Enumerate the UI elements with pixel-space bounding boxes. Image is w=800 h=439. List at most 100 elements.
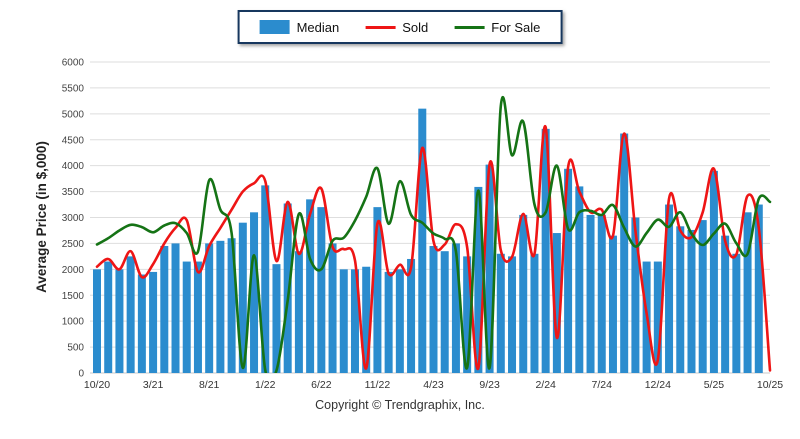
- median-bar: [362, 266, 371, 373]
- median-bar: [149, 271, 158, 373]
- median-bar: [530, 253, 539, 373]
- median-swatch-icon: [259, 20, 290, 34]
- median-bar: [238, 222, 247, 373]
- median-bar: [665, 204, 674, 373]
- median-bars: [93, 108, 763, 373]
- x-tick-label: 1/22: [255, 379, 276, 391]
- median-bar: [463, 256, 472, 373]
- median-bar: [205, 243, 214, 373]
- median-bar: [227, 238, 236, 373]
- y-tick-label: 1500: [62, 291, 85, 302]
- median-bar: [193, 261, 202, 373]
- median-bar: [115, 269, 124, 373]
- legend-label-for-sale: For Sale: [491, 19, 541, 35]
- median-bar: [216, 240, 225, 373]
- legend-label-sold: Sold: [402, 19, 429, 35]
- median-bar: [485, 164, 494, 373]
- trend-lines: [95, 95, 772, 373]
- median-bar: [306, 199, 315, 373]
- y-tick-label: 0: [78, 369, 84, 380]
- sold-line: [95, 125, 772, 372]
- x-tick-label: 8/21: [199, 379, 220, 391]
- y-tick-label: 2500: [62, 239, 85, 250]
- y-axis-tick-labels: 0 500 1000 1500 2000 2500 3000 3500 4000 4500 5000…: [62, 58, 85, 380]
- median-bar: [339, 269, 348, 373]
- median-bar: [597, 214, 606, 373]
- median-bar: [508, 256, 517, 373]
- y-axis-title: Average Price (in $,000): [34, 141, 49, 293]
- median-bar: [171, 243, 180, 373]
- chart-legend: Median Sold For Sale: [237, 10, 563, 44]
- x-tick-label: 12/24: [645, 379, 671, 391]
- median-bar: [418, 108, 427, 373]
- median-bar: [698, 220, 707, 373]
- median-bar: [350, 269, 359, 373]
- median-bar: [294, 251, 303, 373]
- median-bar: [250, 212, 259, 373]
- median-bar: [754, 204, 763, 373]
- median-bar: [732, 253, 741, 373]
- median-bar: [743, 212, 752, 373]
- x-axis-tick-labels: 10/20 3/21 8/21 1/22 6/22 11/22 4/23 9/23 2/24 7/…: [84, 379, 783, 391]
- y-tick-label: 4500: [62, 135, 85, 146]
- y-tick-label: 1000: [62, 317, 85, 328]
- median-bar: [709, 170, 718, 373]
- sold-line-icon: [365, 25, 396, 29]
- median-bar: [631, 217, 640, 373]
- median-bar: [474, 186, 483, 373]
- median-bar: [552, 233, 561, 373]
- median-bar: [272, 264, 281, 373]
- median-bar: [328, 243, 337, 373]
- x-tick-label: 4/23: [423, 379, 444, 391]
- for-sale-line: [95, 95, 772, 373]
- x-tick-label: 10/25: [757, 379, 783, 391]
- x-tick-label: 10/20: [84, 379, 110, 391]
- legend-item-median[interactable]: Median: [259, 19, 340, 35]
- median-bar: [261, 185, 270, 373]
- median-bar: [160, 246, 169, 373]
- median-bar: [620, 133, 629, 373]
- median-bar: [429, 246, 438, 373]
- median-bar: [586, 214, 595, 373]
- y-tick-label: 2000: [62, 265, 85, 276]
- median-bar: [653, 261, 662, 373]
- for-sale-line-icon: [454, 25, 485, 29]
- median-bar: [575, 186, 584, 373]
- y-tick-label: 5500: [62, 83, 85, 94]
- median-bar: [496, 253, 505, 373]
- median-bar: [440, 251, 449, 373]
- y-tick-label: 4000: [62, 161, 85, 172]
- median-bar: [608, 235, 617, 373]
- y-tick-label: 3500: [62, 187, 85, 198]
- median-bar: [721, 235, 730, 373]
- copyright-text: Copyright © Trendgraphix, Inc.: [315, 398, 485, 412]
- y-tick-label: 500: [67, 343, 84, 354]
- median-bar: [541, 128, 550, 373]
- legend-item-for-sale[interactable]: For Sale: [454, 20, 540, 35]
- y-tick-label: 6000: [62, 58, 85, 69]
- median-bar: [384, 271, 393, 373]
- median-bar: [451, 243, 460, 373]
- median-bar: [373, 207, 382, 373]
- median-bar: [182, 261, 191, 373]
- median-bar: [407, 258, 416, 373]
- y-tick-label: 3000: [62, 213, 85, 224]
- median-bar: [317, 207, 326, 373]
- x-tick-label: 5/25: [704, 379, 725, 391]
- x-tick-label: 2/24: [535, 379, 556, 391]
- x-tick-label: 9/23: [479, 379, 500, 391]
- legend-item-sold[interactable]: Sold: [365, 20, 428, 35]
- legend-label-median: Median: [296, 19, 340, 35]
- x-tick-label: 7/24: [592, 379, 613, 391]
- median-bar: [104, 261, 113, 373]
- x-tick-label: 11/22: [365, 379, 391, 391]
- median-bar: [137, 274, 146, 373]
- y-tick-label: 5000: [62, 109, 85, 120]
- median-bar: [519, 214, 528, 373]
- x-tick-label: 3/21: [143, 379, 164, 391]
- median-bar: [676, 226, 685, 373]
- median-bar: [93, 269, 101, 373]
- median-bar: [564, 168, 573, 373]
